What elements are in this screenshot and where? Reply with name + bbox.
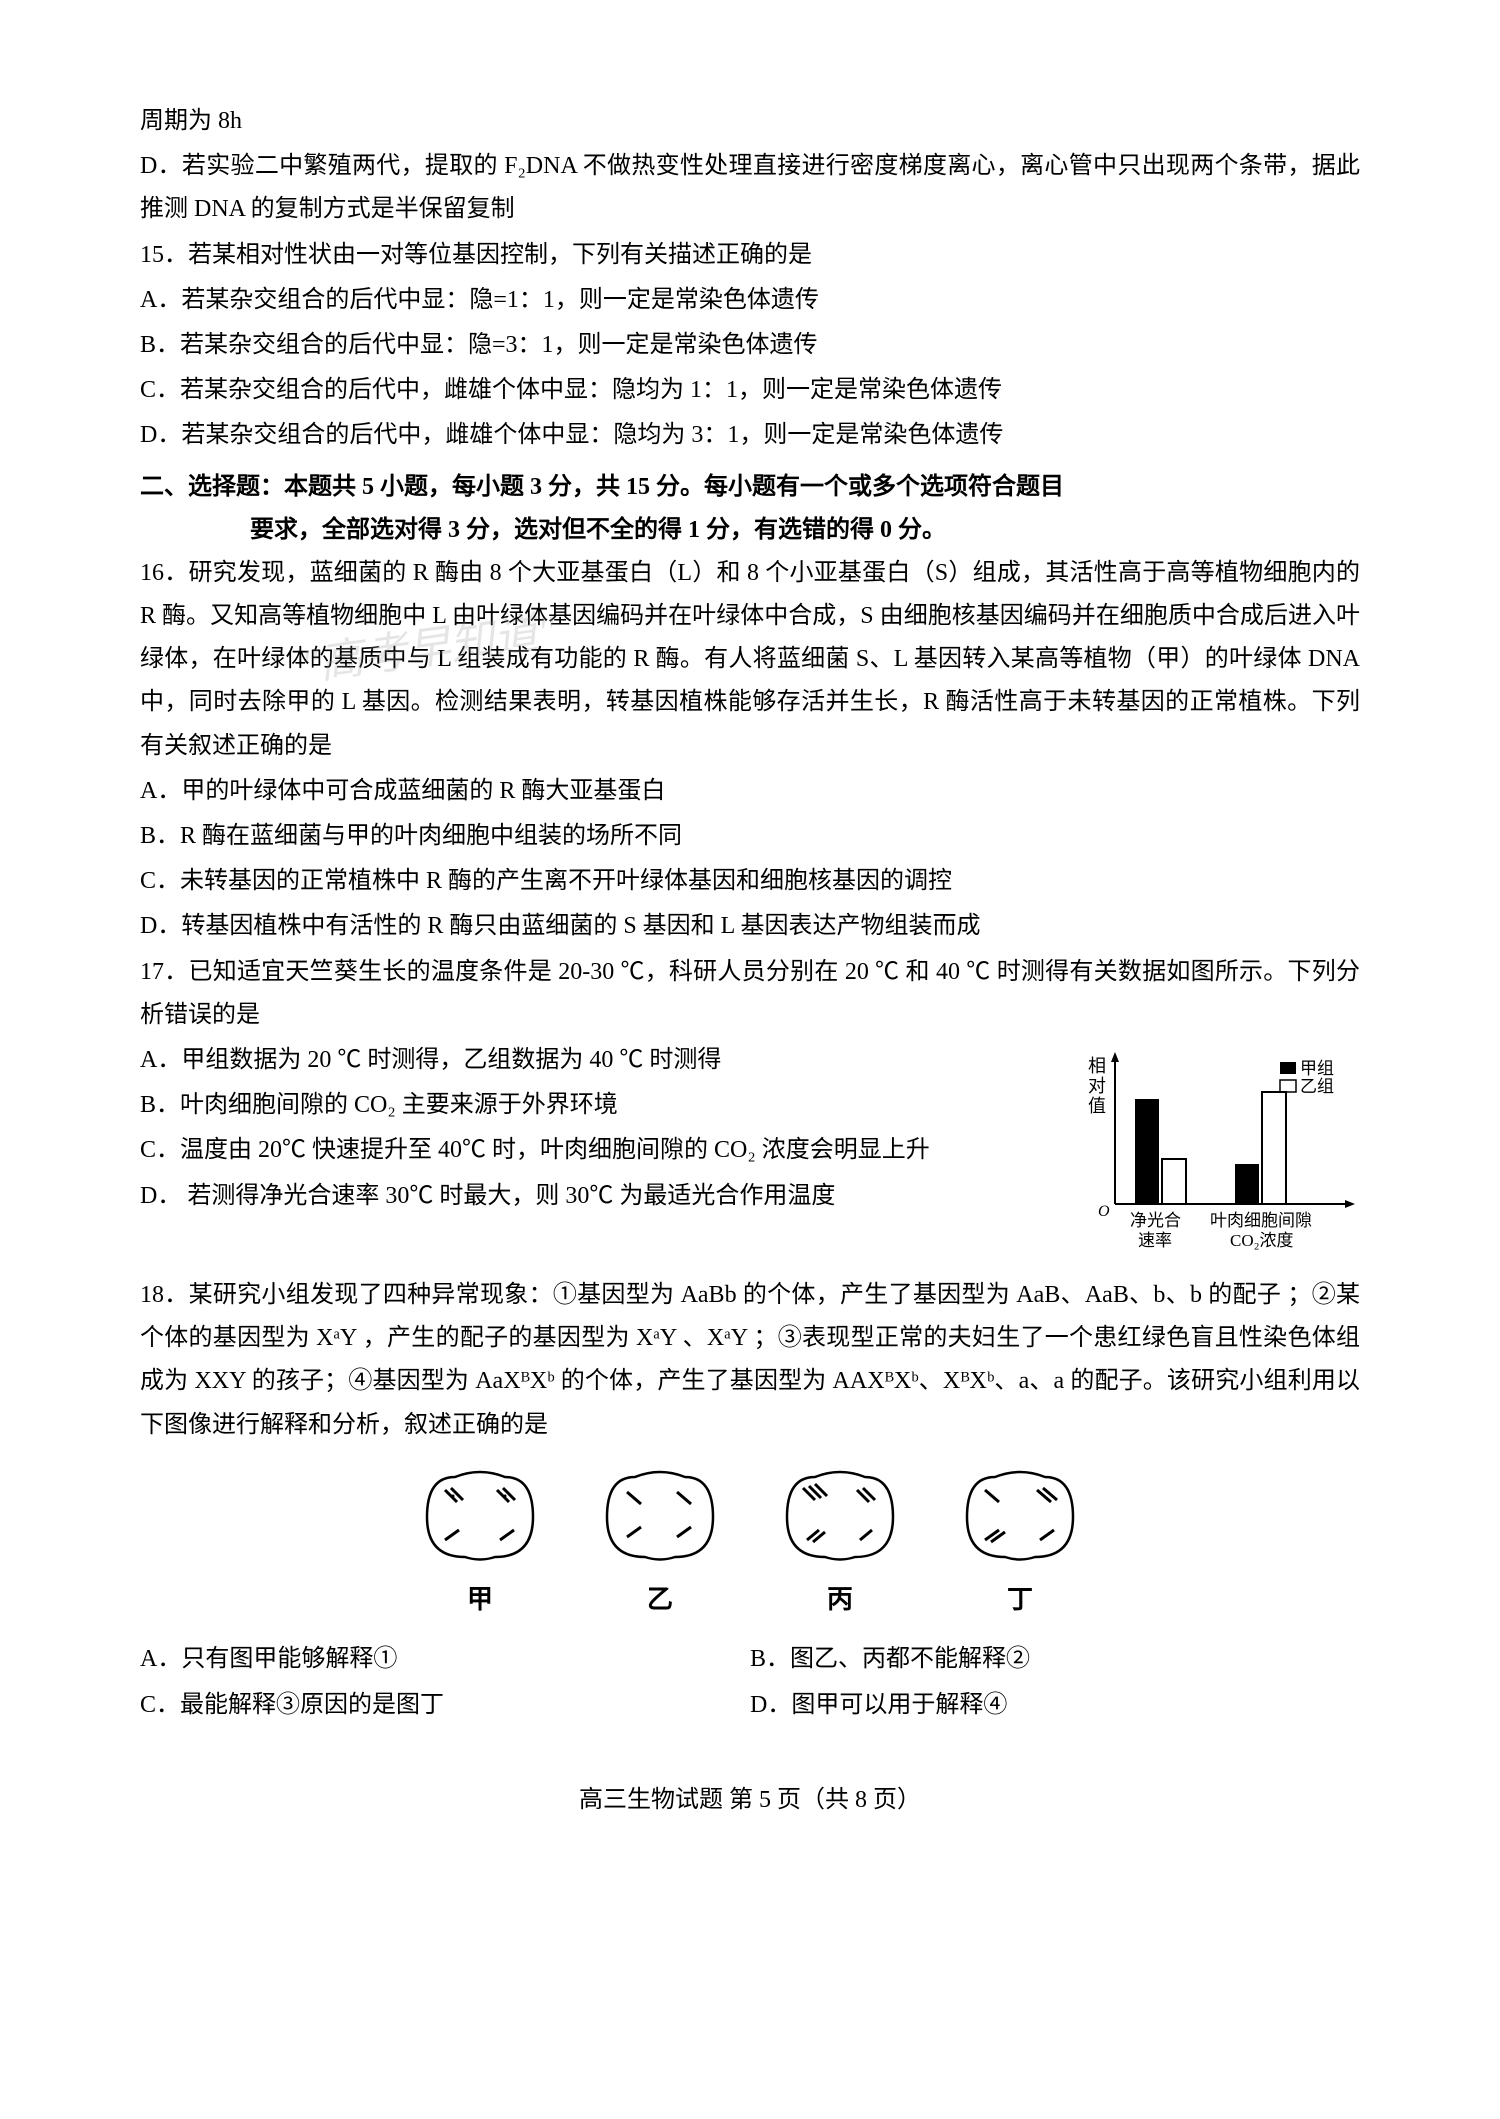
page-footer: 高三生物试题 第 5 页（共 8 页）: [140, 1779, 1360, 1822]
cell-diagram-jia: 甲: [415, 1462, 545, 1624]
x-axis-arrow: [1345, 1200, 1355, 1208]
bar-jia-1: [1135, 1099, 1159, 1204]
chart-ylabel-2: 对: [1088, 1076, 1106, 1096]
xlabel-2a: 叶肉细胞间隙: [1210, 1211, 1312, 1230]
cell-label-yi: 乙: [647, 1577, 673, 1624]
xlabel-1b: 速率: [1138, 1231, 1172, 1250]
q18-optA: A．只有图甲能够解释①: [140, 1638, 750, 1681]
legend-yi-swatch: [1280, 1080, 1296, 1092]
q16-optC: C．未转基因的正常植株中 R 酶的产生离不开叶绿体基因和细胞核基因的调控: [140, 860, 1360, 903]
xlabel-2b: CO₂浓度: [1230, 1231, 1294, 1250]
legend-jia-swatch: [1280, 1062, 1296, 1074]
q17-chart: 相 对 值 O 甲组 乙组 净光合 速率 叶肉细胞间隙 CO₂浓度: [1080, 1044, 1360, 1274]
bar-yi-2: [1262, 1092, 1286, 1204]
origin-label: O: [1098, 1203, 1110, 1220]
q18-diagrams: 甲 乙 丙: [140, 1462, 1360, 1624]
q17-container: A．甲组数据为 20 ℃ 时测得，乙组数据为 40 ℃ 时测得 B．叶肉细胞间隙…: [140, 1039, 1360, 1274]
section2-line1: 二、选择题：本题共 5 小题，每小题 3 分，共 15 分。每小题有一个或多个选…: [140, 474, 1064, 500]
intro-line1: 周期为 8h: [140, 100, 1360, 143]
q18-options: A．只有图甲能够解释① B．图乙、丙都不能解释② C．最能解释③原因的是图丁 D…: [140, 1638, 1360, 1728]
q16-optA: A．甲的叶绿体中可合成蓝细菌的 R 酶大亚基蛋白: [140, 770, 1360, 813]
cell-bing-svg: [775, 1462, 905, 1572]
y-axis-arrow: [1111, 1052, 1119, 1062]
xlabel-1a: 净光合: [1130, 1211, 1181, 1230]
bar-yi-1: [1162, 1159, 1186, 1204]
q16-optB: B．R 酶在蓝细菌与甲的叶肉细胞中组装的场所不同: [140, 815, 1360, 858]
cell-label-bing: 丙: [827, 1577, 853, 1624]
q18-optB: B．图乙、丙都不能解释②: [750, 1638, 1360, 1681]
q18-stem: 18．某研究小组发现了四种异常现象：①基因型为 AaBb 的个体，产生了基因型为…: [140, 1274, 1360, 1447]
q16-optD: D．转基因植株中有活性的 R 酶只由蓝细菌的 S 基因和 L 基因表达产物组装而…: [140, 905, 1360, 948]
legend-jia-label: 甲组: [1300, 1059, 1334, 1078]
cell-diagram-ding: 丁: [955, 1462, 1085, 1624]
q15-optC: C．若某杂交组合的后代中，雌雄个体中显：隐均为 1：1，则一定是常染色体遗传: [140, 369, 1360, 412]
cell-jia-svg: [415, 1462, 545, 1572]
chart-ylabel-3: 值: [1088, 1096, 1106, 1116]
q17-optA: A．甲组数据为 20 ℃ 时测得，乙组数据为 40 ℃ 时测得: [140, 1039, 1060, 1082]
q16-stem: 16．研究发现，蓝细菌的 R 酶由 8 个大亚基蛋白（L）和 8 个小亚基蛋白（…: [140, 552, 1360, 768]
intro-optD: D．若实验二中繁殖两代，提取的 F₂DNA 不做热变性处理直接进行密度梯度离心，…: [140, 145, 1360, 231]
q17-optD: D． 若测得净光合速率 30℃ 时最大，则 30℃ 为最适光合作用温度: [140, 1175, 1060, 1218]
q15-optA: A．若某杂交组合的后代中显：隐=1：1，则一定是常染色体遗传: [140, 279, 1360, 322]
cell-diagram-yi: 乙: [595, 1462, 725, 1624]
section2-header: 二、选择题：本题共 5 小题，每小题 3 分，共 15 分。每小题有一个或多个选…: [140, 466, 1360, 552]
bar-chart-svg: 相 对 值 O 甲组 乙组 净光合 速率 叶肉细胞间隙 CO₂浓度: [1080, 1044, 1360, 1274]
cell-ding-svg: [955, 1462, 1085, 1572]
q17-optC: C．温度由 20℃ 快速提升至 40℃ 时，叶肉细胞间隙的 CO₂ 浓度会明显上…: [140, 1129, 1060, 1172]
cell-yi-svg: [595, 1462, 725, 1572]
cell-label-jia: 甲: [467, 1577, 493, 1624]
q15-optB: B．若某杂交组合的后代中显：隐=3：1，则一定是常染色体遗传: [140, 324, 1360, 367]
chart-ylabel-1: 相: [1088, 1056, 1106, 1076]
q17-options-text: A．甲组数据为 20 ℃ 时测得，乙组数据为 40 ℃ 时测得 B．叶肉细胞间隙…: [140, 1039, 1060, 1220]
q17-stem: 17．已知适宜天竺葵生长的温度条件是 20-30 ℃，科研人员分别在 20 ℃ …: [140, 951, 1360, 1037]
section2-line2: 要求，全部选对得 3 分，选对但不全的得 1 分，有选错的得 0 分。: [140, 517, 946, 543]
legend-yi-label: 乙组: [1300, 1077, 1334, 1096]
q15-stem: 15．若某相对性状由一对等位基因控制，下列有关描述正确的是: [140, 234, 1360, 277]
cell-label-ding: 丁: [1007, 1577, 1033, 1624]
q17-optB: B．叶肉细胞间隙的 CO₂ 主要来源于外界环境: [140, 1084, 1060, 1127]
bar-jia-2: [1235, 1164, 1259, 1204]
q18-optD: D．图甲可以用于解释④: [750, 1684, 1360, 1727]
cell-diagram-bing: 丙: [775, 1462, 905, 1624]
q18-optC: C．最能解释③原因的是图丁: [140, 1684, 750, 1727]
q15-optD: D．若某杂交组合的后代中，雌雄个体中显：隐均为 3：1，则一定是常染色体遗传: [140, 414, 1360, 457]
